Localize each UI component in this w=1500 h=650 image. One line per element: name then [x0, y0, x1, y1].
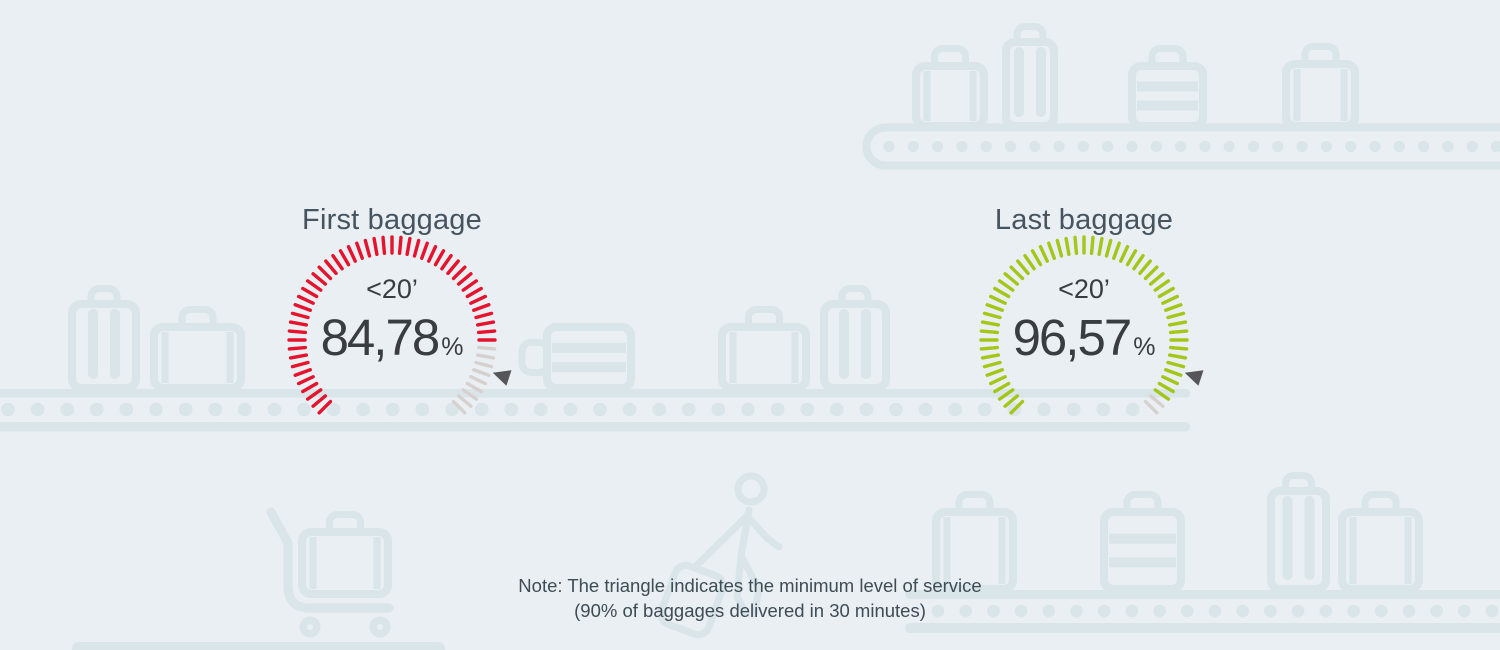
baggage-trolley-icon — [266, 507, 394, 638]
suitcase-vlines-icon — [1338, 491, 1423, 593]
gauge-last-baggage: Last baggage <20’ 96,57% — [924, 170, 1244, 500]
suitcase-vlines-icon — [718, 306, 810, 392]
footnote-line-1: Note: The triangle indicates the minimum… — [518, 575, 982, 596]
suitcase-vlines-icon — [1282, 43, 1359, 130]
gauge-value-number: 96,57 — [1012, 309, 1133, 366]
conveyor-belt-middle-illustration — [0, 389, 1190, 432]
suitcase-straps-icon — [820, 285, 890, 392]
gauge-dial-ticks — [287, 235, 512, 415]
threshold-triangle-marker — [1184, 370, 1204, 386]
gauge-dial-ticks — [979, 235, 1204, 415]
gauge-first-baggage: First baggage <20’ 84,78% — [232, 170, 552, 500]
gauge-value-number: 84,78 — [320, 309, 441, 366]
suitcase-vlines-icon — [150, 306, 245, 392]
gauge-title: First baggage — [302, 204, 482, 237]
suitcase-straps-icon — [68, 285, 140, 392]
conveyor-belt-bottom-left-edge — [72, 642, 445, 650]
rolling-suitcase-icon — [657, 561, 727, 639]
gauge-value-unit: % — [441, 333, 464, 361]
suitcase-lying-icon — [518, 323, 635, 392]
conveyor-belt-top-illustration — [862, 123, 1500, 170]
suitcase-vlines-icon — [298, 511, 392, 598]
walking-person-icon — [657, 472, 783, 639]
gauge-value: 84,78% — [232, 308, 552, 367]
gauge-value: 96,57% — [924, 308, 1244, 367]
suitcase-straps-icon — [1267, 472, 1330, 593]
gauge-value-unit: % — [1133, 333, 1156, 361]
suitcase-vlines-icon — [912, 45, 988, 130]
threshold-triangle-marker — [492, 370, 512, 386]
suitcase-striped-icon — [1128, 45, 1207, 130]
suitcase-straps-icon — [1002, 23, 1058, 130]
suitcase-vlines-icon — [932, 491, 1017, 593]
footnote: Note: The triangle indicates the minimum… — [0, 574, 1500, 623]
gauge-title: Last baggage — [994, 204, 1174, 237]
footnote-line-2: (90% of baggages delivered in 30 minutes… — [574, 599, 926, 621]
suitcase-striped-icon — [1100, 491, 1185, 593]
time-window-label: <20’ — [366, 274, 418, 304]
time-window-label: <20’ — [1058, 274, 1110, 304]
